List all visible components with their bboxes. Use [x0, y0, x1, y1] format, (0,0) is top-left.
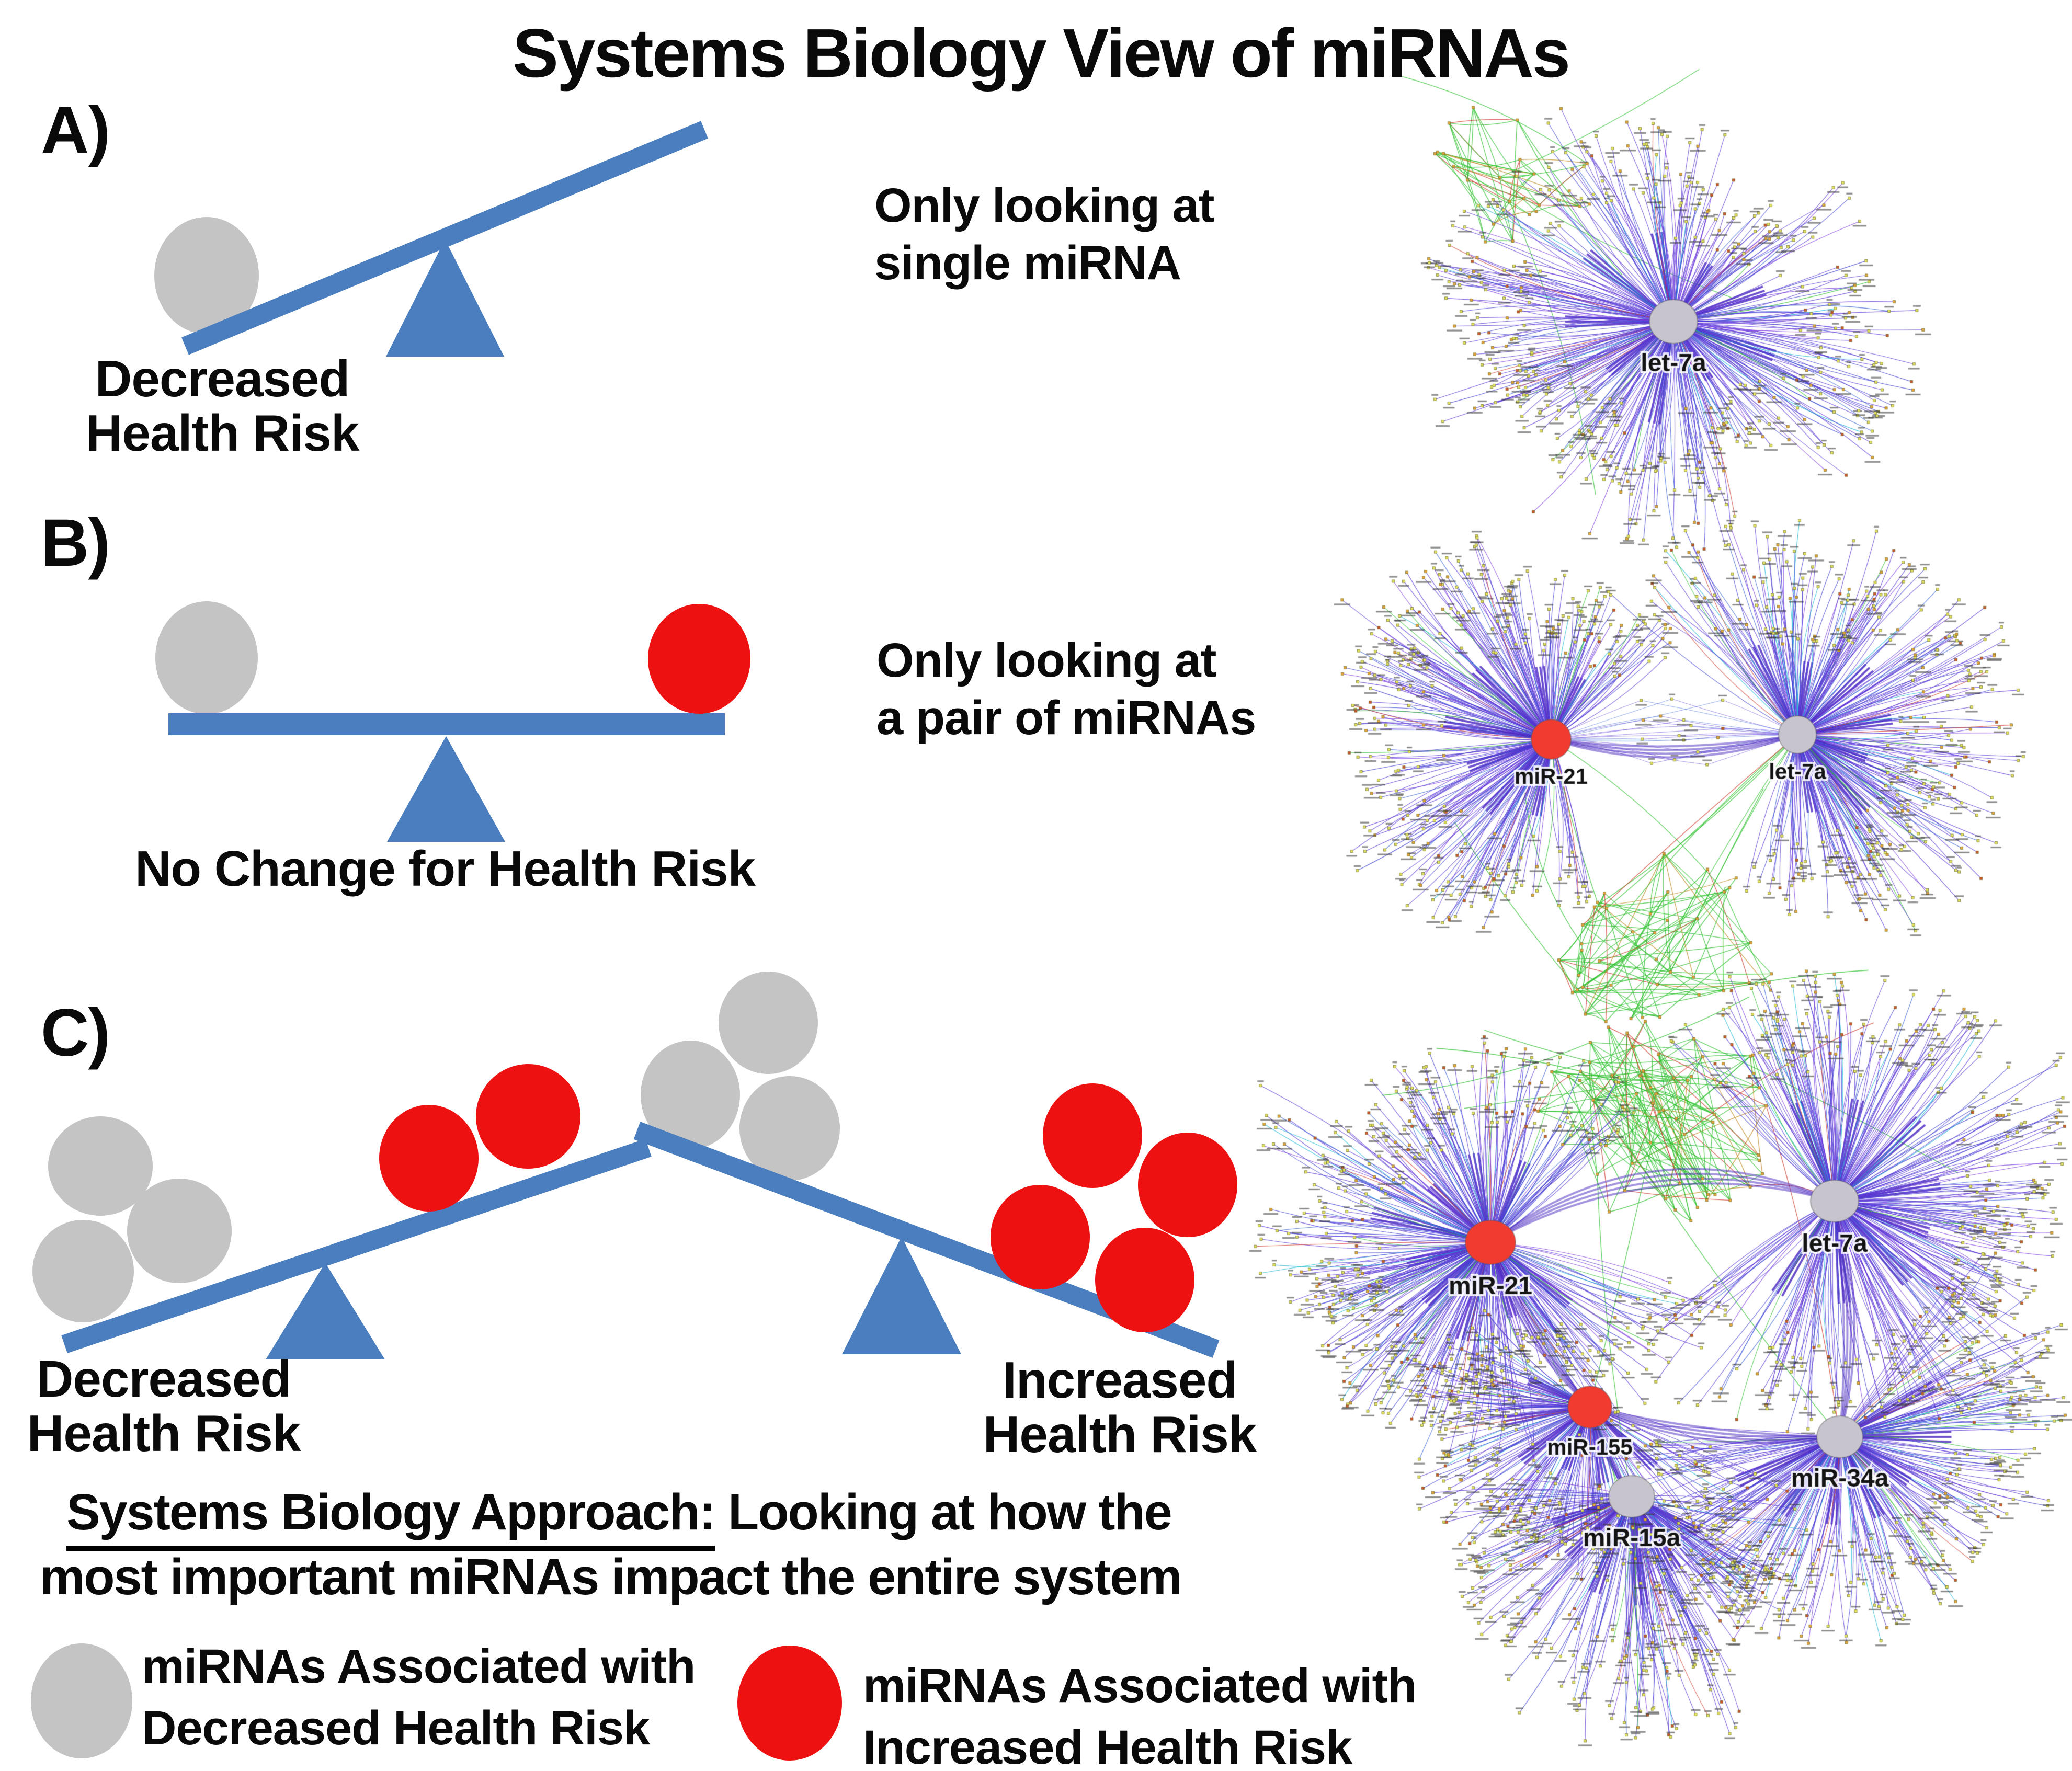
panel-c-left-seesaw-red-ball	[476, 1064, 580, 1169]
panel-a-seesaw-fulcrum	[386, 239, 504, 357]
panel-c-left-seesaw-fulcrum	[266, 1263, 385, 1359]
caption-line: a pair of miRNAs	[876, 691, 1256, 745]
balance-label-line: Increased	[1002, 1351, 1238, 1409]
approach-lead-rest: Looking at how the	[715, 1483, 1172, 1540]
panel-c-right-seesaw-red-ball	[991, 1185, 1090, 1289]
legend-line: miRNAs Associated with	[142, 1640, 696, 1693]
balance-label-line: No Change for Health Risk	[135, 841, 756, 897]
panel-b-seesaw-gray-ball	[155, 601, 258, 714]
panel-c-right-balance-label: Increased Health Risk	[983, 1353, 1257, 1461]
figure-title: Systems Biology View of miRNAs	[512, 15, 1570, 92]
panel-c-left-seesaw-gray-ball	[48, 1116, 153, 1216]
panel-a-tag: A)	[41, 93, 110, 168]
legend-label-increased: miRNAs Associated with Increased Health …	[863, 1655, 1417, 1771]
panel-c-right-seesaw-gray-ball	[719, 972, 818, 1074]
panel-c-left-seesaw-red-ball	[379, 1105, 479, 1212]
panel-b-caption: Only looking at a pair of miRNAs	[876, 632, 1256, 747]
panel-c-left-seesaw-beam	[61, 1138, 652, 1354]
panel-a-seesaw-beam	[181, 121, 708, 355]
panel-c-right-seesaw-red-ball	[1138, 1133, 1237, 1237]
legend-line: Decreased Health Risk	[142, 1701, 650, 1755]
caption-line: Only looking at	[874, 179, 1214, 232]
caption-line: single miRNA	[874, 236, 1181, 290]
panel-a-caption: Only looking at single miRNA	[874, 177, 1214, 292]
panel-c-left-balance-label: Decreased Health Risk	[27, 1352, 301, 1460]
legend-line: Increased Health Risk	[863, 1721, 1352, 1771]
panel-c-tag: C)	[41, 996, 110, 1070]
legend-line: miRNAs Associated with	[863, 1659, 1417, 1712]
panel-b-seesaw-fulcrum	[387, 736, 505, 842]
panel-c-right-seesaw-red-ball	[1043, 1083, 1142, 1188]
panel-c-right-seesaw-fulcrum	[842, 1237, 961, 1354]
balance-label-line: Health Risk	[27, 1404, 301, 1462]
panel-c-left-seesaw-gray-ball	[32, 1220, 134, 1322]
panel-a-seesaw-gray-ball	[154, 217, 259, 334]
approach-underlined-lead: Systems Biology Approach:	[66, 1483, 716, 1551]
approach-line-2: most important miRNAs impact the entire …	[40, 1548, 1182, 1605]
panel-b-balance-label: No Change for Health Risk	[135, 841, 756, 897]
panel-c-left-seesaw-gray-ball	[127, 1179, 232, 1283]
legend-marker-increased	[737, 1646, 842, 1761]
balance-label-line: Decreased	[36, 1350, 292, 1408]
approach-line-1: Systems Biology Approach: Looking at how…	[66, 1483, 1172, 1551]
balance-label-line: Health Risk	[983, 1406, 1257, 1463]
legend-marker-decreased	[31, 1643, 132, 1758]
balance-label-line: Decreased	[95, 350, 350, 407]
panel-c-right-seesaw-gray-ball	[641, 1041, 740, 1149]
panel-c-right-seesaw-gray-ball	[739, 1076, 840, 1181]
panel-b-seesaw-red-ball	[648, 604, 750, 714]
panel-a-balance-label: Decreased Health Risk	[85, 350, 360, 462]
caption-line: Only looking at	[876, 634, 1216, 687]
panel-c-right-seesaw-red-ball	[1095, 1228, 1194, 1332]
legend-label-decreased: miRNAs Associated with Decreased Health …	[142, 1636, 696, 1759]
panel-b-tag: B)	[41, 506, 110, 580]
balance-label-line: Health Risk	[85, 404, 360, 462]
